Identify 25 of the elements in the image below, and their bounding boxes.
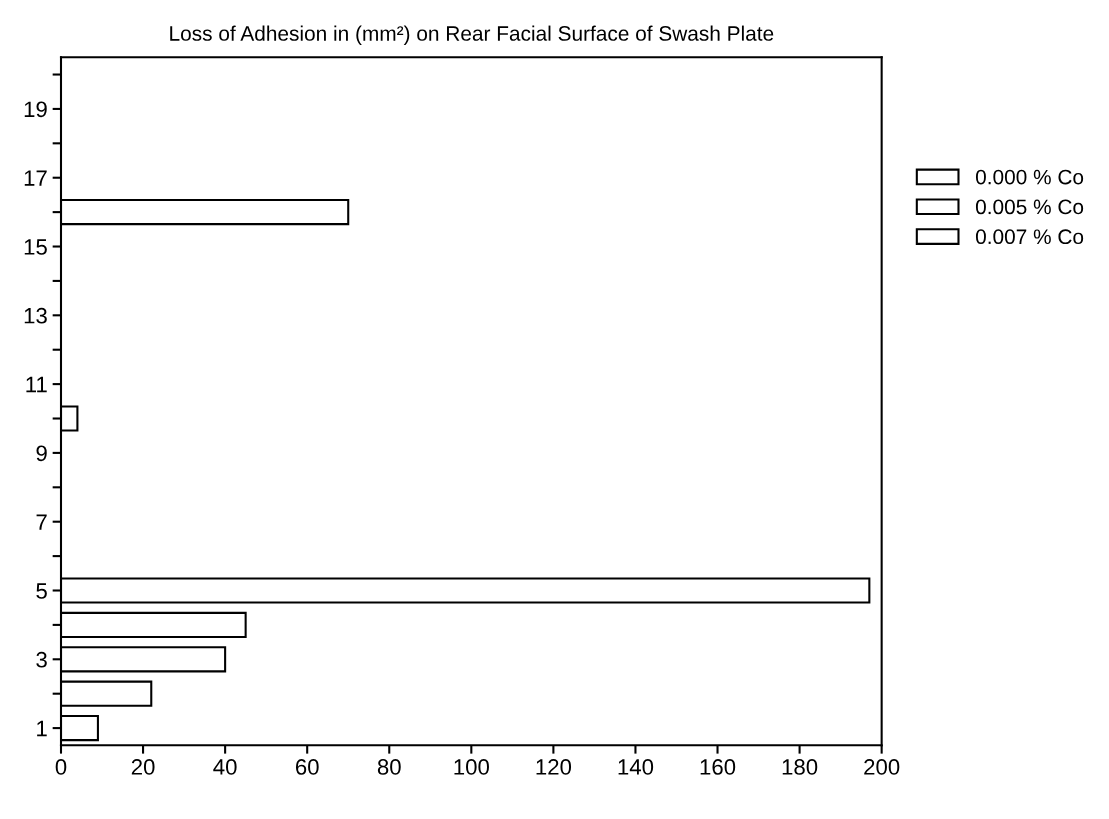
x-tick-label: 120	[536, 759, 572, 775]
legend-label: 0.005 % Co	[975, 199, 1084, 215]
y-tick-label: 3	[36, 651, 47, 668]
x-tick-label: 80	[377, 759, 401, 775]
legend-label: 0.007 % Co	[975, 229, 1084, 245]
y-tick-label: 17	[24, 170, 47, 186]
x-tick-label: 20	[131, 759, 155, 775]
x-tick-label: 0	[55, 759, 67, 775]
x-tick-label: 100	[454, 759, 489, 775]
y-tick-label: 13	[24, 307, 47, 324]
x-tick-label: 200	[864, 759, 900, 775]
x-tick-label: 180	[782, 759, 818, 775]
y-tick-label: 1	[37, 720, 47, 737]
y-tick-label: 15	[24, 239, 47, 255]
y-tick-label: 9	[36, 445, 47, 462]
y-tick-label: 5	[36, 583, 47, 599]
chart-title: Loss of Adhesion in (mm²) on Rear Facial Surface of Swash Plate	[170, 25, 774, 45]
x-tick-label: 140	[618, 759, 654, 775]
x-tick-label: 160	[700, 759, 736, 775]
legend-label: 0.000 % Co	[975, 169, 1084, 185]
x-tick-label: 60	[295, 759, 319, 775]
y-tick-label: 19	[24, 101, 47, 118]
y-tick-label: 7	[36, 514, 47, 530]
y-tick-label: 11	[26, 376, 47, 393]
x-tick-label: 40	[213, 759, 237, 775]
